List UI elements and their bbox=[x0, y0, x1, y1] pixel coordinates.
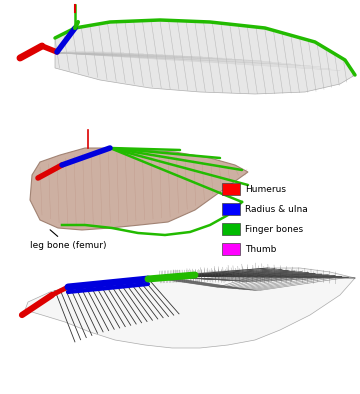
Polygon shape bbox=[25, 268, 355, 348]
Text: Thumb: Thumb bbox=[245, 245, 276, 254]
Text: Finger bones: Finger bones bbox=[245, 225, 303, 234]
Polygon shape bbox=[30, 148, 248, 230]
Bar bbox=[222, 223, 240, 235]
Bar bbox=[222, 243, 240, 255]
Bar bbox=[222, 183, 240, 195]
Polygon shape bbox=[55, 20, 355, 94]
Text: Radius & ulna: Radius & ulna bbox=[245, 205, 308, 214]
Text: leg bone (femur): leg bone (femur) bbox=[30, 230, 107, 250]
Bar bbox=[222, 203, 240, 215]
Text: Humerus: Humerus bbox=[245, 185, 286, 194]
